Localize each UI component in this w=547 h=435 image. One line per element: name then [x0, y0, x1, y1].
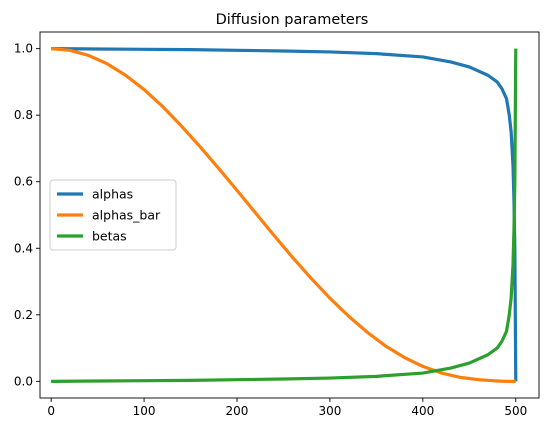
legend-label-alphas: alphas — [92, 187, 133, 202]
y-axis-ticks: 0.0 0.2 0.4 0.6 0.8 1.0 — [14, 42, 40, 388]
legend-box — [49, 179, 177, 251]
y-tick-label: 0.2 — [14, 308, 33, 322]
series-line-alphas — [51, 47, 518, 382]
x-tick-label: 300 — [318, 404, 341, 418]
y-tick-label: 0.0 — [14, 374, 33, 388]
x-tick-label: 0 — [47, 404, 55, 418]
legend-label-alphas_bar: alphas_bar — [92, 208, 161, 223]
series-line-alphas_bar — [51, 47, 516, 383]
y-tick-label: 1.0 — [14, 42, 33, 56]
x-axis-ticks: 0 100 200 300 400 500 — [47, 398, 527, 418]
x-tick-label: 100 — [133, 404, 156, 418]
y-tick-label: 0.4 — [14, 241, 33, 255]
series-layer — [51, 47, 518, 383]
plot-frame — [39, 31, 540, 399]
y-tick-label: 0.6 — [14, 175, 33, 189]
x-tick-label: 400 — [411, 404, 434, 418]
x-tick-label: 200 — [226, 404, 249, 418]
x-tick-label: 500 — [504, 404, 527, 418]
series-line-betas — [51, 48, 518, 383]
legend-label-betas: betas — [92, 229, 127, 244]
y-tick-label: 0.8 — [14, 108, 33, 122]
chart-title: Diffusion parameters — [216, 12, 369, 28]
